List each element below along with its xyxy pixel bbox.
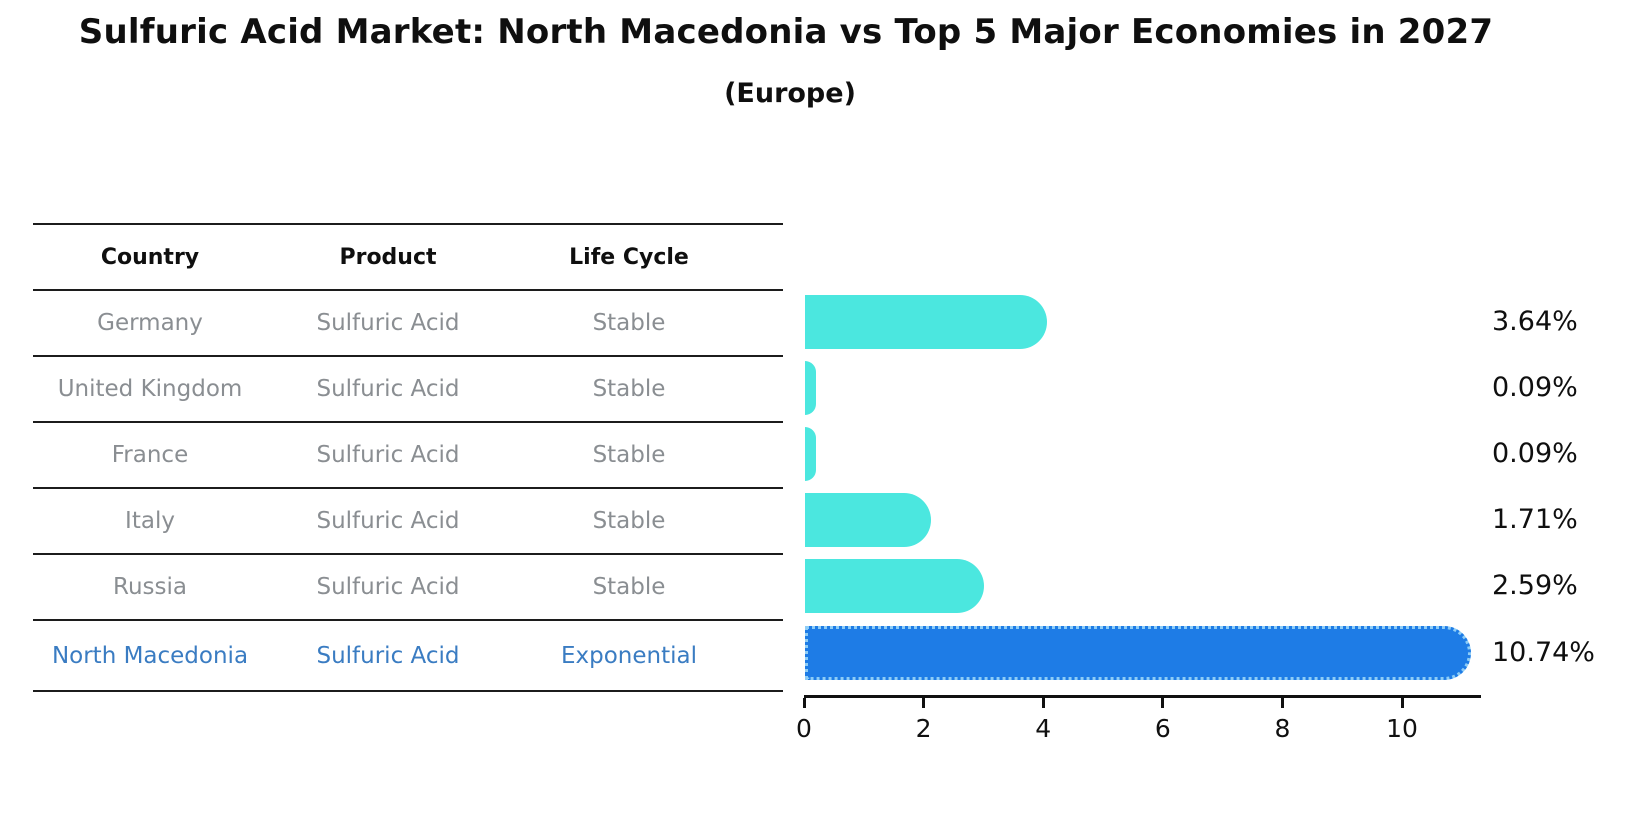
value-label-united-kingdom: 0.09% — [1492, 372, 1578, 403]
x-axis-tick — [802, 698, 806, 708]
col-header-life-cycle: Life Cycle — [509, 224, 749, 291]
cell-life-cycle: Stable — [509, 356, 749, 423]
x-axis-tick — [1280, 698, 1284, 708]
value-label-north-macedonia: 10.74% — [1492, 637, 1595, 668]
cell-life-cycle: Stable — [509, 488, 749, 555]
cell-product: Sulfuric Acid — [267, 488, 509, 555]
x-axis-tick-label: 0 — [796, 714, 812, 743]
x-axis-tick — [1041, 698, 1045, 708]
x-axis-tick — [1400, 698, 1404, 708]
bar-france — [805, 427, 816, 481]
x-axis-tick — [922, 698, 926, 708]
table-row: France Sulfuric Acid Stable — [33, 422, 783, 489]
cell-product: Sulfuric Acid — [267, 290, 509, 357]
table-row: Germany Sulfuric Acid Stable — [33, 290, 783, 357]
country-table: Country Product Life Cycle Germany Sulfu… — [33, 223, 783, 692]
col-header-product: Product — [267, 224, 509, 291]
value-label-italy: 1.71% — [1492, 504, 1578, 535]
table-row: United Kingdom Sulfuric Acid Stable — [33, 356, 783, 423]
x-axis-tick-label: 2 — [915, 714, 932, 743]
chart-subtitle: (Europe) — [724, 78, 856, 109]
bar-russia — [805, 559, 984, 613]
bar-italy — [805, 493, 932, 547]
cell-product: Sulfuric Acid — [267, 356, 509, 423]
cell-life-cycle: Stable — [509, 554, 749, 621]
bar-north-macedonia — [805, 626, 1472, 680]
x-axis-tick-label: 6 — [1154, 714, 1171, 743]
cell-life-cycle: Stable — [509, 422, 749, 489]
x-axis-tick — [1161, 698, 1165, 708]
col-header-country: Country — [33, 224, 267, 291]
table-header-row: Country Product Life Cycle — [33, 224, 783, 291]
cell-product: Sulfuric Acid — [267, 620, 509, 692]
cell-country: France — [33, 422, 267, 489]
x-axis-line — [804, 695, 1481, 698]
value-label-france: 0.09% — [1492, 438, 1578, 469]
cell-country: Germany — [33, 290, 267, 357]
table-row: Russia Sulfuric Acid Stable — [33, 554, 783, 621]
cell-country: Italy — [33, 488, 267, 555]
cell-product: Sulfuric Acid — [267, 554, 509, 621]
cell-life-cycle: Stable — [509, 290, 749, 357]
cell-product: Sulfuric Acid — [267, 422, 509, 489]
cell-life-cycle: Exponential — [509, 620, 749, 692]
cell-country: Russia — [33, 554, 267, 621]
cell-country: United Kingdom — [33, 356, 267, 423]
bar-germany — [805, 295, 1047, 349]
table-row-highlighted: North Macedonia Sulfuric Acid Exponentia… — [33, 620, 783, 692]
col-header-spacer — [749, 224, 783, 291]
bar-united-kingdom — [805, 361, 816, 415]
cell-country: North Macedonia — [33, 620, 267, 692]
x-axis-tick-label: 4 — [1035, 714, 1052, 743]
table-row: Italy Sulfuric Acid Stable — [33, 488, 783, 555]
x-axis-tick-label: 8 — [1274, 714, 1291, 743]
chart-title: Sulfuric Acid Market: North Macedonia vs… — [78, 12, 1494, 52]
x-axis-tick-label: 10 — [1386, 714, 1418, 743]
value-label-germany: 3.64% — [1492, 306, 1578, 337]
value-label-russia: 2.59% — [1492, 570, 1578, 601]
